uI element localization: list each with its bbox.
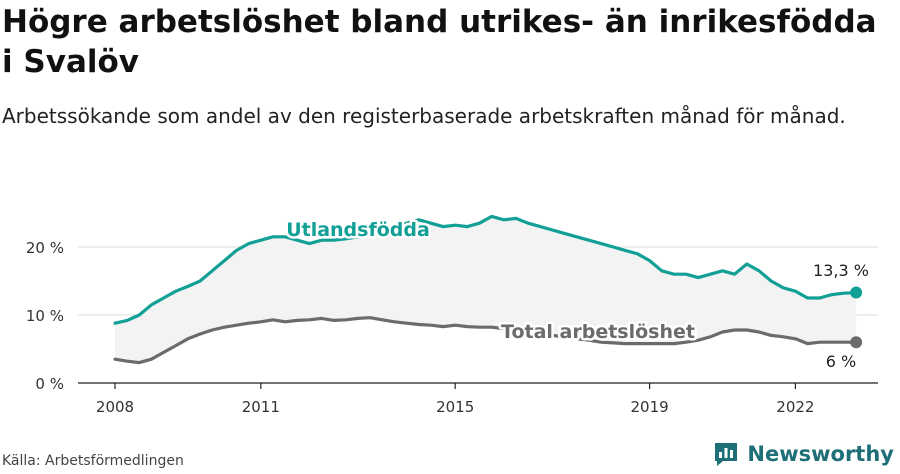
end-value-label-utlandsfodda: 13,3 % — [813, 261, 869, 280]
x-tick-label: 2022 — [776, 398, 814, 416]
y-tick-label: 20 % — [26, 239, 64, 257]
series-line-total — [113, 316, 858, 365]
gap-band — [115, 216, 857, 363]
series-label-utlandsfodda: Utlandsfödda — [286, 219, 430, 241]
end-point-utlandsfodda — [850, 286, 863, 299]
chart-subtitle: Arbetssökande som andel av den registerb… — [2, 104, 846, 128]
source-note: Källa: Arbetsförmedlingen — [2, 453, 184, 469]
brand-logo: Newsworthy — [713, 440, 894, 468]
x-tick-label: 2011 — [242, 398, 280, 416]
end-point-total — [850, 336, 863, 349]
band-layer — [115, 216, 857, 363]
newsworthy-logo-icon — [715, 443, 738, 466]
label-layer: Utlandsfödda Total arbetslöshet 13,3 % 6 % — [284, 217, 869, 372]
x-tick-label: 2008 — [96, 398, 134, 416]
series-layer — [113, 214, 863, 365]
page-title: Högre arbetslöshet bland utrikes- än inr… — [2, 4, 877, 80]
y-tick-label: 0 % — [35, 375, 64, 393]
axis-layer: 0 % 10 % 20 % 2008 2011 2015 2019 2022 — [26, 239, 878, 416]
series-label-total: Total arbetslöshet — [501, 321, 695, 343]
y-tick-label: 10 % — [26, 307, 64, 325]
x-tick-label: 2015 — [436, 398, 474, 416]
series-line-utlandsfodda — [113, 214, 858, 325]
x-tick-label: 2019 — [631, 398, 669, 416]
end-value-label-total: 6 % — [826, 352, 856, 371]
brand-name: Newsworthy — [747, 442, 894, 466]
